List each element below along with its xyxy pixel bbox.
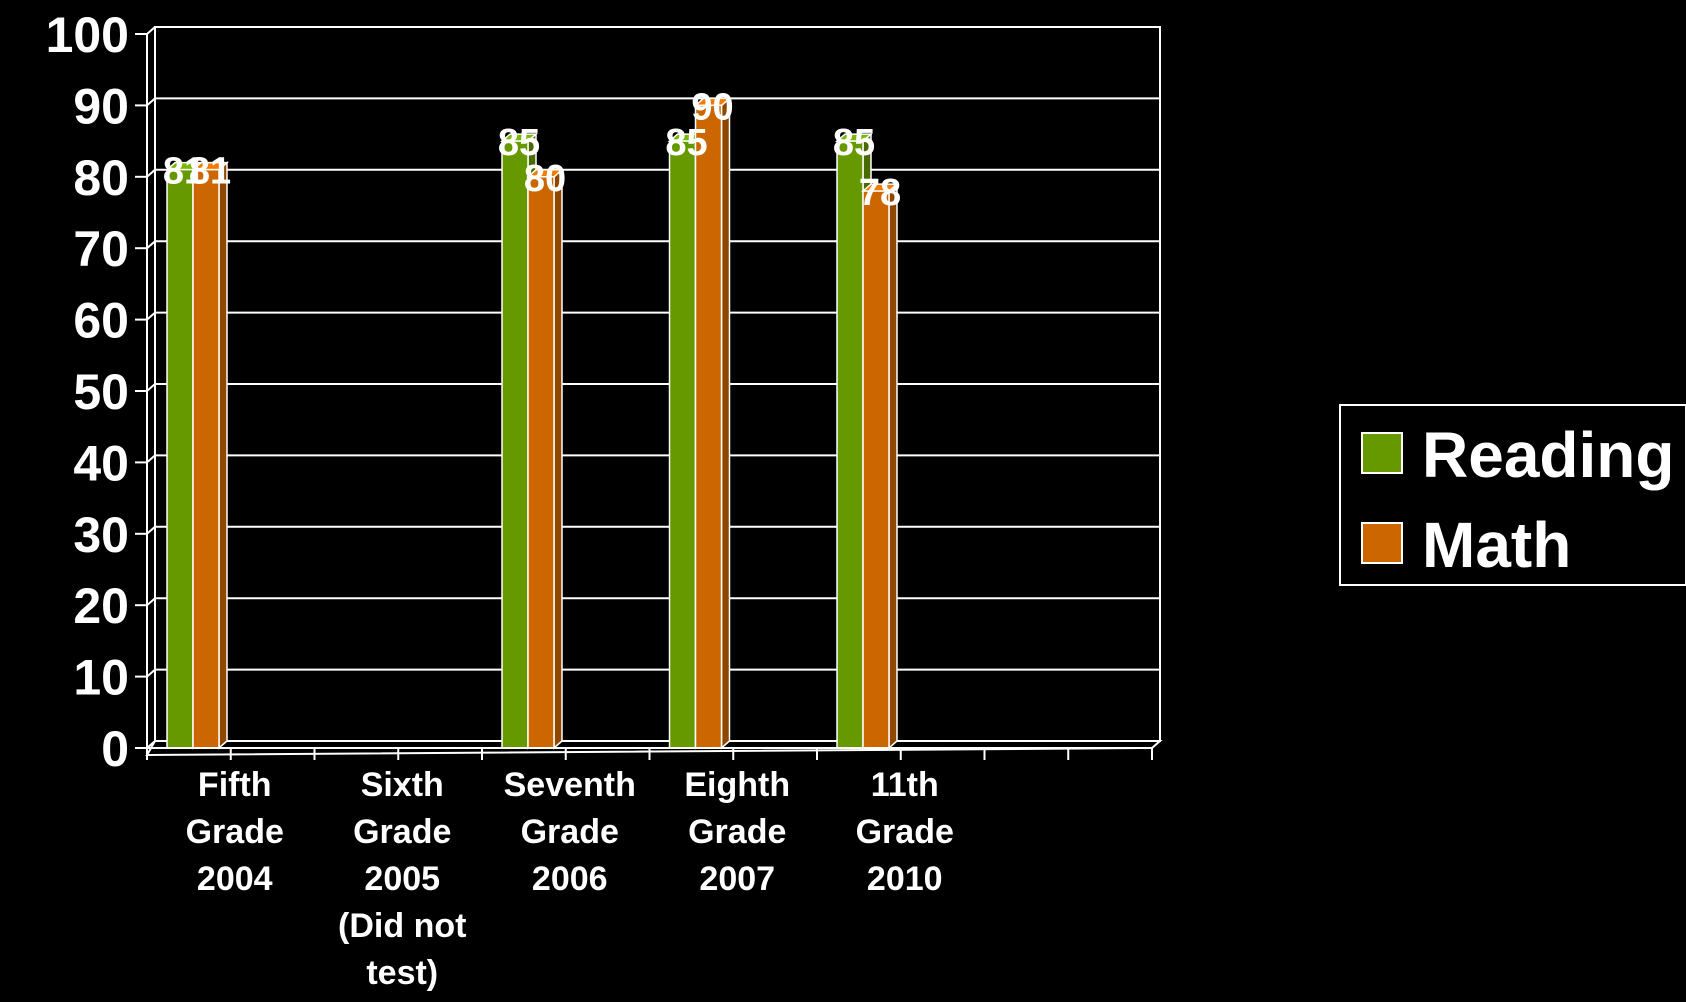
x-category-label-line: 2007 [699,860,775,898]
data-label: 85 [833,122,875,164]
bar-side [720,96,731,750]
gridline-side [146,240,156,249]
y-tick-label: 0 [101,721,129,777]
x-category-label-line: Grade [186,813,284,851]
x-category-label-line: Fifth [198,766,272,804]
bar-side [888,182,898,750]
x-category-labels: Fifth Grade 2004 Sixth Grade 2005 (Did not test… [186,766,954,992]
x-category-label-line: 2004 [197,860,273,898]
x-category-label: Eighth Grade 2007 [684,766,790,898]
y-tick-label: 80 [73,150,129,206]
gridline-side [146,740,156,749]
x-category-label-line: Eighth [684,766,790,804]
bar-side [218,161,228,750]
y-tick-label: 50 [73,364,129,420]
y-tick-label: 40 [73,435,129,491]
data-label: 85 [665,122,707,164]
y-tick-label: 70 [73,221,129,277]
gridline-side [146,311,156,321]
bar-front [166,168,194,749]
y-tick-label: 30 [73,507,129,563]
bar-front [192,168,220,749]
gridline-side [146,454,156,464]
y-tick-label: 60 [73,293,129,349]
bar-math-4 [861,182,899,750]
y-tick-label: 20 [73,578,129,634]
bar-math-0 [191,161,229,750]
gridlines [146,26,1160,749]
legend: Reading Math [1339,404,1686,586]
x-category-label-line: Seventh [504,766,636,804]
x-category-label: Seventh Grade 2006 [504,766,636,898]
data-label: 78 [859,172,901,214]
bar-front [527,176,555,749]
gridline-side [146,383,156,392]
legend-swatch-reading [1361,432,1403,474]
gridline-side [146,26,156,35]
bar-front [694,104,723,749]
data-label: 85 [498,122,540,164]
data-label: 90 [691,86,733,128]
y-tick-label: 10 [73,650,129,706]
gridline-side [146,668,156,678]
x-category-label-line: Sixth [361,766,444,804]
x-category-label-line: Grade [521,813,619,851]
x-category-label-line: Grade [353,813,451,851]
gridline-side [146,97,156,107]
y-tick-labels: 0 10 20 30 40 50 60 70 80 90 100 [46,7,129,777]
gridline-side [146,526,156,535]
y-tick-label: 90 [73,78,129,134]
x-category-label-line: Grade [688,813,786,851]
x-category-label-line: 2005 [364,860,440,898]
x-category-label-line: Grade [856,813,954,851]
legend-label-reading: Reading [1422,419,1674,491]
x-category-label-line: test) [366,954,438,992]
gridline-side [146,597,156,606]
x-category-label: Fifth Grade 2004 [186,766,284,898]
data-label: 80 [524,158,566,200]
x-category-label: 11th Grade 2010 [856,766,954,898]
y-tick-label: 100 [46,7,129,63]
axes [135,33,1153,760]
bar-front [501,140,529,749]
bar-math-2 [526,168,564,750]
plot-area [145,26,1163,757]
gridline-side [146,169,156,178]
x-category-label-line: 2010 [867,860,943,898]
data-label: 81 [189,151,231,193]
legend-swatch-math [1361,522,1403,564]
bar-front [668,140,697,749]
bar-front [862,190,890,749]
data-label: 81 [163,151,205,193]
bar-side [553,168,563,750]
bar-front [836,140,864,749]
x-category-label-line: (Did not [338,907,466,945]
legend-label-math: Math [1422,509,1571,581]
bar-math-3 [693,96,732,750]
bars [165,96,899,750]
x-category-label-line: 2006 [532,860,608,898]
x-category-label: Sixth Grade 2005 (Did not test) [338,766,466,992]
x-category-label-line: 11th [871,766,939,804]
